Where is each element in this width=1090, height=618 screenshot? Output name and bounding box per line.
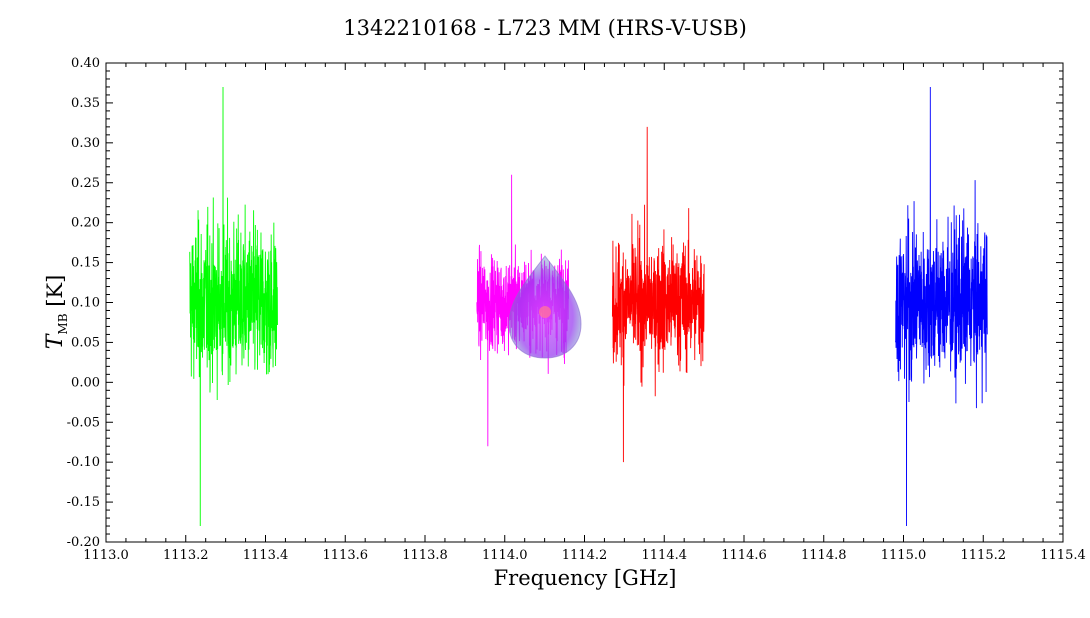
x-tick-label: 1113.4 <box>243 548 289 563</box>
x-tick-label: 1114.8 <box>801 548 847 563</box>
y-tick-label: 0.10 <box>71 296 100 311</box>
y-axis-symbol: T <box>43 334 68 350</box>
y-tick-label: -0.10 <box>67 455 100 470</box>
x-tick-label: 1115.0 <box>881 548 927 563</box>
spectrum-series-3 <box>611 126 705 463</box>
x-tick-label: 1114.4 <box>642 548 688 563</box>
y-tick-label: -0.05 <box>67 415 100 430</box>
y-tick-label: 0.30 <box>71 136 100 151</box>
hifi-logo-icon <box>508 255 582 359</box>
y-tick-label: 0.25 <box>71 176 100 191</box>
x-tick-label: 1113.6 <box>323 548 369 563</box>
x-axis-label: Frequency [GHz] <box>493 566 677 590</box>
y-tick-label: -0.20 <box>67 535 100 550</box>
y-tick-label: -0.15 <box>67 495 100 510</box>
y-tick-label: 0.15 <box>71 256 100 271</box>
x-tick-label: 1114.0 <box>482 548 528 563</box>
x-tick-label: 1113.2 <box>163 548 209 563</box>
y-tick-label: 0.35 <box>71 96 100 111</box>
y-axis-subscript: MB <box>56 313 71 335</box>
y-axis-label: TMB [K] <box>43 267 70 357</box>
y-tick-label: 0.40 <box>71 56 100 71</box>
x-tick-label: 1115.4 <box>1040 548 1086 563</box>
x-tick-label: 1114.6 <box>721 548 767 563</box>
x-tick-label: 1113.0 <box>83 548 129 563</box>
x-tick-label: 1115.2 <box>961 548 1007 563</box>
y-tick-label: 0.00 <box>71 375 100 390</box>
y-axis-unit: [K] <box>43 274 67 307</box>
x-tick-label: 1113.8 <box>402 548 448 563</box>
spectrum-series-1 <box>189 86 278 527</box>
y-tick-label: 0.20 <box>71 216 100 231</box>
x-tick-label: 1114.2 <box>562 548 608 563</box>
spectrum-series-4 <box>895 86 988 527</box>
chart-title: 1342210168 - L723 MM (HRS-V-USB) <box>343 16 747 40</box>
y-tick-label: 0.05 <box>71 335 100 350</box>
